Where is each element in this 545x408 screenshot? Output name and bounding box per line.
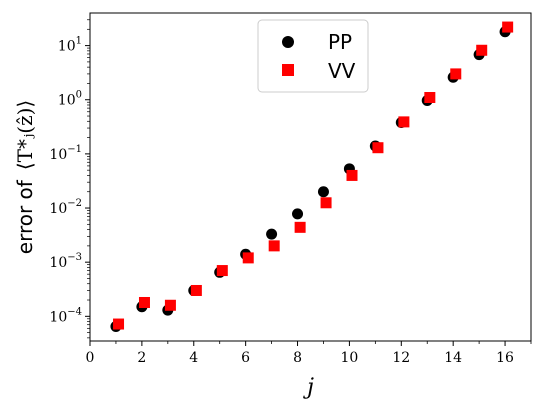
legend-vv-label: VV (328, 59, 356, 83)
pp-point (266, 228, 278, 240)
y-tick-exponent: −4 (67, 306, 82, 317)
y-tick-label: 10−1 (49, 144, 82, 163)
vv-point (242, 252, 254, 264)
vv-point (450, 68, 462, 80)
vv-point (398, 116, 410, 128)
x-tick-label: 12 (392, 350, 410, 366)
legend-pp-label: PP (328, 30, 352, 54)
y-tick-label: 100 (58, 90, 82, 109)
y-tick-base: 10 (58, 93, 76, 109)
y-tick-exponent: 1 (76, 36, 82, 47)
vv-point (113, 318, 125, 330)
legend-vv-marker (282, 64, 294, 76)
y-tick-label: 10−4 (49, 306, 82, 325)
vv-point (164, 299, 176, 311)
y-tick-label: 10−2 (49, 198, 82, 217)
x-tick-label: 2 (137, 350, 146, 366)
vv-point (346, 169, 358, 181)
y-tick-base: 10 (49, 309, 67, 325)
x-tick-label: 10 (340, 350, 358, 366)
y-axis-label-math: ⟨T*ⱼ(ẑ)⟩ (13, 100, 37, 170)
y-tick-label: 10−3 (49, 252, 82, 271)
y-tick-exponent: 0 (76, 90, 82, 101)
vv-point (372, 142, 384, 154)
y-tick-exponent: −1 (67, 144, 82, 155)
x-tick-label: 8 (293, 350, 302, 366)
legend: PP VV (257, 19, 369, 93)
y-axis-label: error of ⟨T*ⱼ(ẑ)⟩ (13, 100, 37, 254)
pp-point (317, 186, 329, 198)
y-tick-base: 10 (49, 201, 67, 217)
vv-point (268, 240, 280, 252)
y-tick-base: 10 (49, 147, 67, 163)
y-tick-exponent: −2 (67, 198, 82, 209)
vv-point (502, 21, 514, 33)
data-marks (110, 21, 514, 332)
y-tick-exponent: −3 (67, 252, 82, 263)
y-tick-base: 10 (49, 255, 67, 271)
x-tick-label: 0 (86, 350, 95, 366)
vv-point (476, 44, 488, 56)
vv-point (216, 265, 228, 277)
vv-point (294, 221, 306, 233)
vv-point (320, 197, 332, 209)
svg-text:error of ⟨T*ⱼ(ẑ)⟩: error of ⟨T*ⱼ(ẑ)⟩ (13, 100, 37, 254)
y-axis-label-prefix: error of (13, 179, 37, 254)
vv-point (424, 91, 436, 103)
plot-area (89, 12, 532, 342)
x-tick-label: 6 (241, 350, 250, 366)
x-axis-label: j (302, 375, 314, 400)
y-tick-label: 101 (58, 36, 82, 55)
legend-pp-marker (282, 36, 294, 48)
vv-point (190, 284, 202, 296)
pp-point (292, 208, 304, 220)
x-tick-label: 4 (189, 350, 198, 366)
vv-point (138, 296, 150, 308)
y-tick-base: 10 (58, 39, 76, 55)
x-tick-label: 14 (444, 350, 462, 366)
x-tick-label: 16 (496, 350, 514, 366)
